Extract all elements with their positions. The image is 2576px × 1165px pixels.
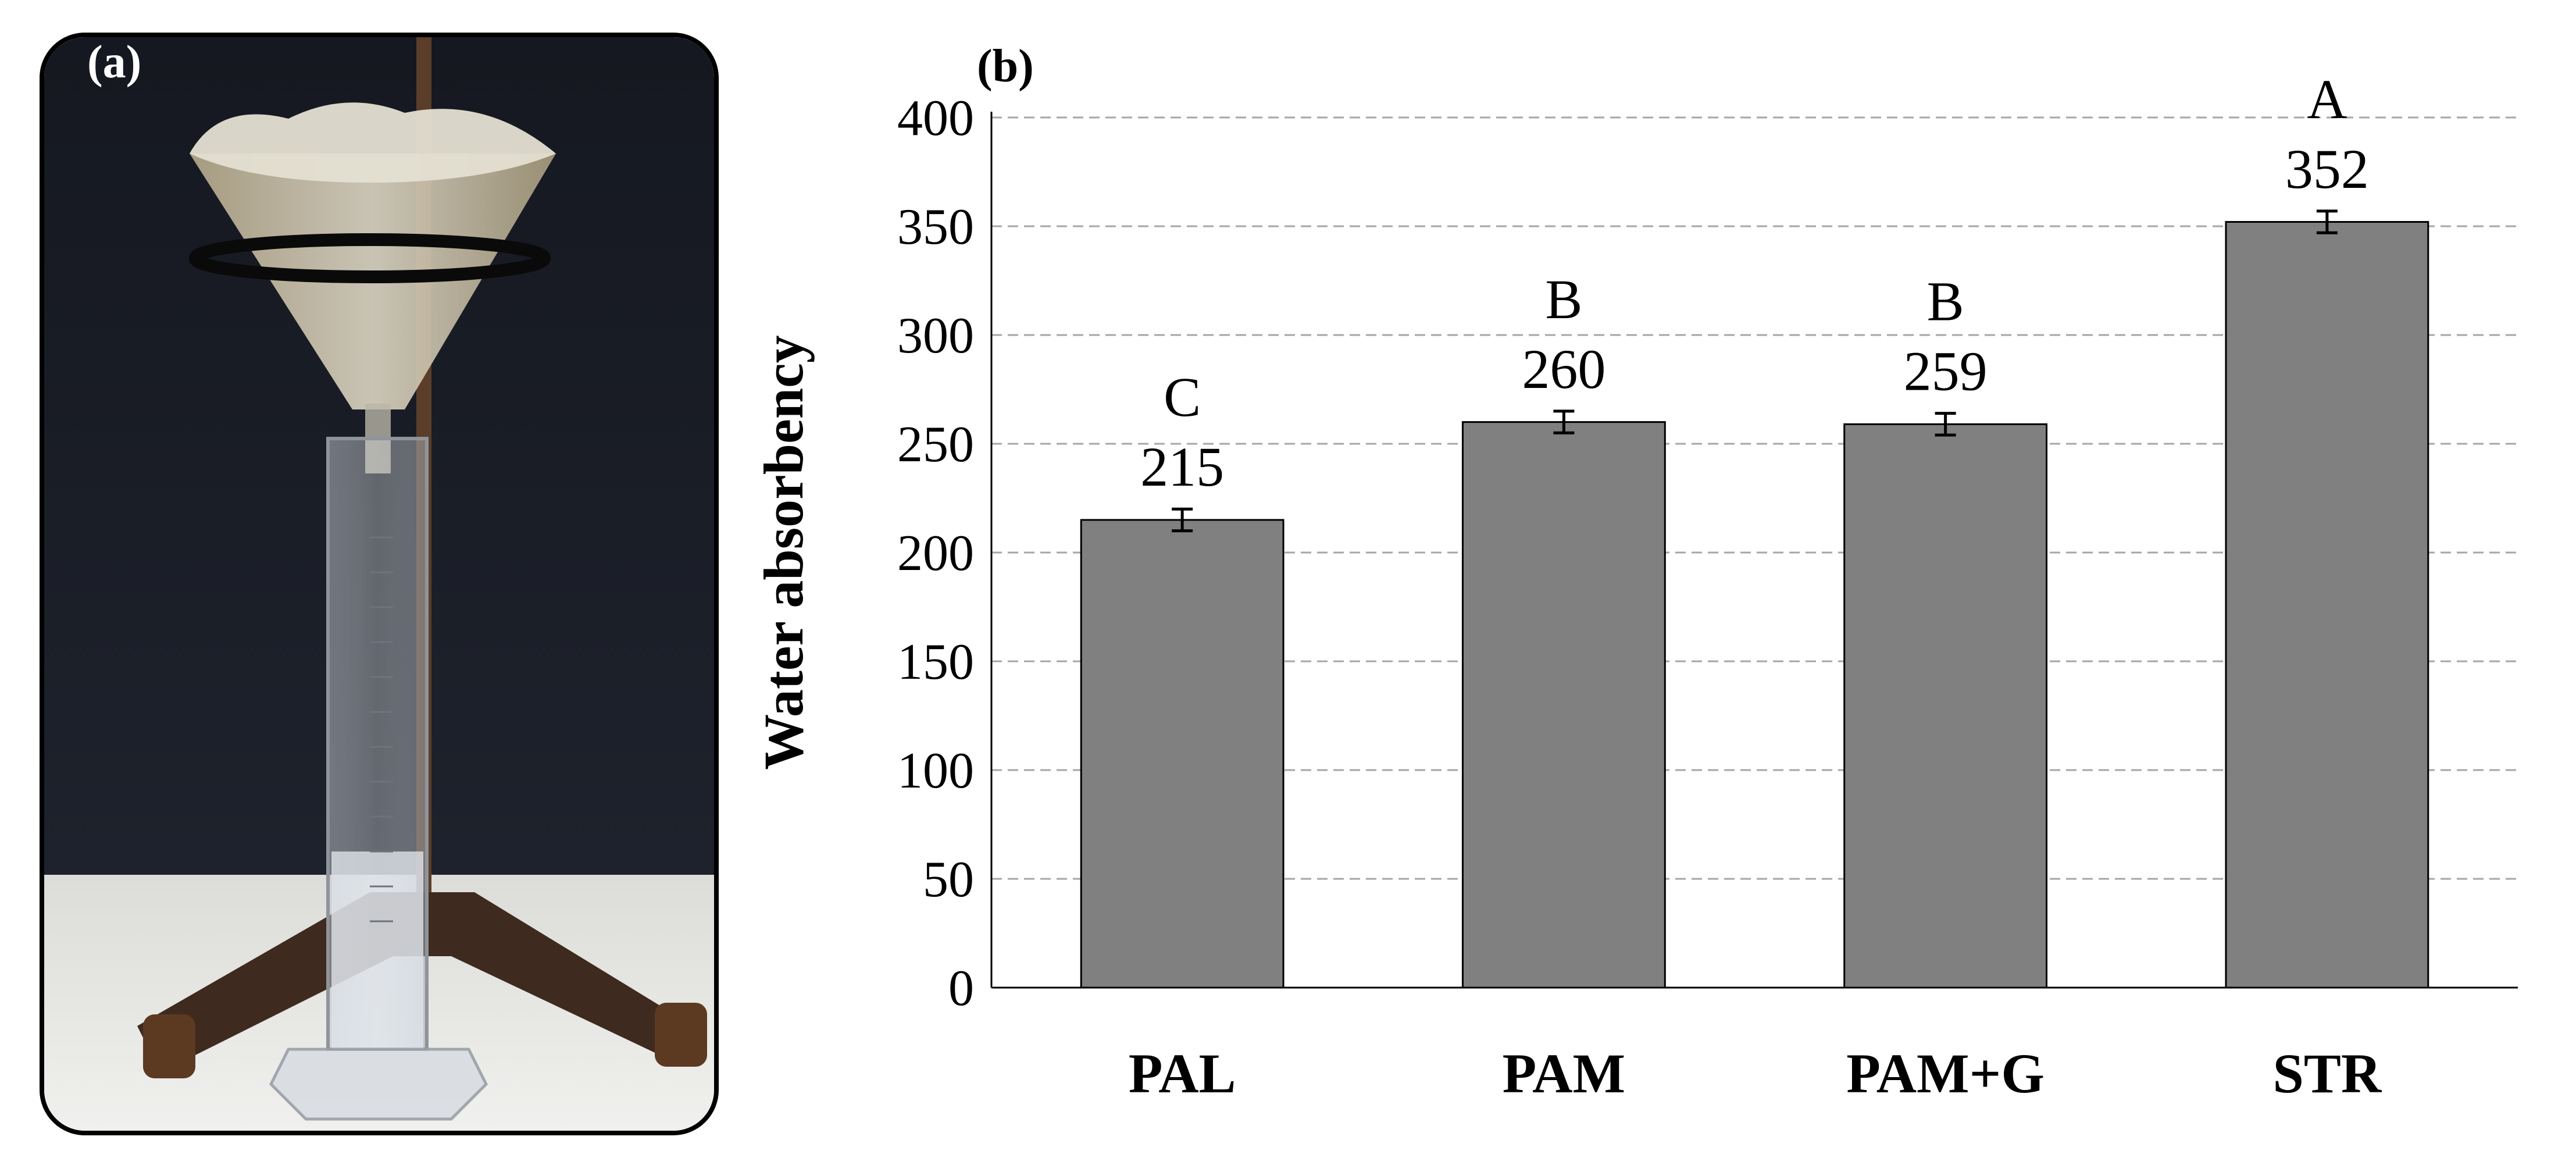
data-label: 260 xyxy=(1522,338,1605,400)
y-tick-label: 50 xyxy=(923,852,974,908)
funnel-cylinder-photo xyxy=(44,37,714,1131)
y-tick-label: 200 xyxy=(897,525,974,582)
y-tick-label: 300 xyxy=(897,308,974,364)
panel-a-label: (a) xyxy=(87,37,142,88)
axes xyxy=(990,112,2518,989)
significance-letter: C xyxy=(1164,366,1201,428)
cylinder-foot xyxy=(269,1048,488,1121)
y-tick-labels: 0 50 100 150 200 250 300 350 400 xyxy=(897,90,974,1017)
y-tick-label: 100 xyxy=(897,743,974,799)
bar-pal xyxy=(1080,519,1285,989)
x-tick-label: PAM+G xyxy=(1846,1042,2045,1105)
tripod-base xyxy=(137,892,684,1073)
data-label: 352 xyxy=(2285,138,2369,200)
bar-pam xyxy=(1461,421,1666,989)
y-axis-label: Water absorbency xyxy=(752,335,815,770)
data-label: 259 xyxy=(1904,340,1988,402)
significance-letter: A xyxy=(2307,68,2347,130)
filter-paper xyxy=(190,102,556,183)
tripod-foot-left xyxy=(143,1014,195,1078)
bar-chart: (b) Water absorbency 0 50 100 150 200 250 300 3… xyxy=(752,41,2518,1105)
tripod-foot-right xyxy=(655,1003,707,1067)
collected-water xyxy=(331,852,423,1049)
bars: 215 C 260 B 259 B 352 A xyxy=(1080,68,2429,989)
ring-clamp xyxy=(189,233,551,283)
significance-letter: B xyxy=(1545,268,1582,330)
data-label: 215 xyxy=(1140,436,1224,498)
bar-pam-plus-g xyxy=(1843,423,2048,989)
y-tick-label: 350 xyxy=(897,199,974,255)
panel-b-label: (b) xyxy=(977,41,1034,92)
x-tick-label: STR xyxy=(2273,1042,2382,1105)
y-tick-label: 0 xyxy=(948,960,974,1017)
photo-panel xyxy=(40,33,719,1135)
y-tick-label: 250 xyxy=(897,416,974,473)
y-tick-label: 150 xyxy=(897,634,974,690)
significance-letter: B xyxy=(1927,270,1964,333)
x-tick-label: PAL xyxy=(1129,1042,1236,1105)
x-tick-labels: PAL PAM PAM+G STR xyxy=(1129,1042,2382,1105)
x-tick-label: PAM xyxy=(1503,1042,1625,1105)
cylinder-graduations xyxy=(370,536,393,922)
y-tick-label: 400 xyxy=(897,90,974,147)
bar-str xyxy=(2225,221,2429,989)
